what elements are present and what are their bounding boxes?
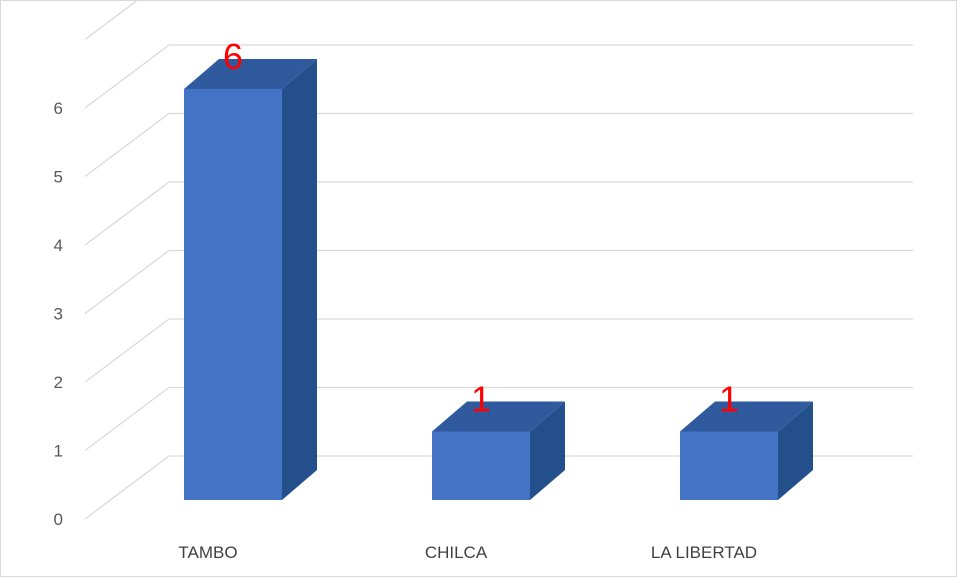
bars xyxy=(184,59,813,500)
x-category-label: TAMBO xyxy=(178,543,237,562)
gridline-diagonal xyxy=(84,181,170,246)
y-tick-label: 2 xyxy=(54,373,63,392)
gridline-diagonal xyxy=(84,455,170,520)
y-tick-label: 3 xyxy=(54,305,63,324)
x-category-label: LA LIBERTAD xyxy=(651,543,757,562)
x-axis-categories: TAMBO CHILCA LA LIBERTAD xyxy=(178,543,757,562)
y-tick-label: 1 xyxy=(54,442,63,461)
data-label: 1 xyxy=(471,379,491,420)
bar-side xyxy=(530,401,565,500)
gridline-diagonal xyxy=(84,44,170,109)
bar-side xyxy=(778,401,813,500)
y-tick-label: 4 xyxy=(54,236,63,255)
bar-top xyxy=(432,401,565,432)
bar-chilca xyxy=(432,401,565,500)
gridline-diagonal xyxy=(84,386,170,452)
y-tick-label: 0 xyxy=(54,510,63,529)
gridline-diagonal xyxy=(84,249,170,315)
x-category-label: CHILCA xyxy=(425,543,488,562)
y-tick-label: 5 xyxy=(54,168,63,187)
gridline-diagonal xyxy=(84,318,170,383)
bar-front xyxy=(432,431,530,500)
y-axis-ticks: 0 1 2 3 4 5 6 xyxy=(54,99,63,529)
data-label: 6 xyxy=(223,36,243,77)
data-label: 1 xyxy=(719,379,739,420)
bar-front xyxy=(184,89,282,500)
bar-top xyxy=(680,401,813,432)
data-labels: 6 1 1 xyxy=(223,36,739,420)
bar-top xyxy=(184,59,317,89)
bar-la-libertad xyxy=(680,401,813,500)
y-tick-label: 6 xyxy=(54,99,63,118)
bar-side xyxy=(282,59,317,500)
gridline-diagonal xyxy=(84,112,170,178)
bar-tambo xyxy=(184,59,317,500)
bar-front xyxy=(680,431,778,500)
gridline-diagonal xyxy=(84,1,138,41)
